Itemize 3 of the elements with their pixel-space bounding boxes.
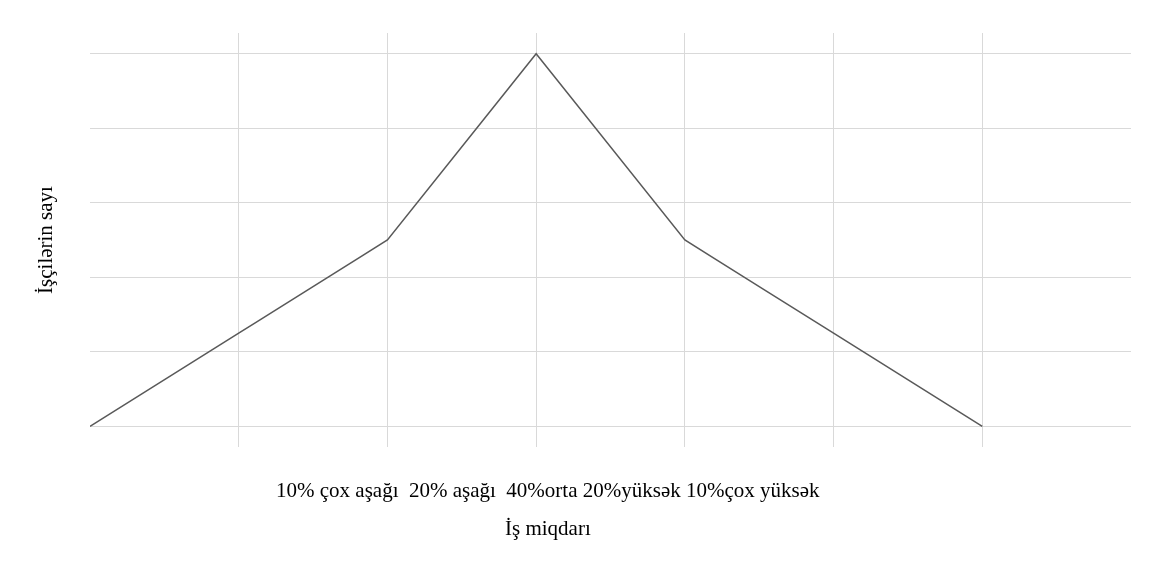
y-axis-title: İşçilərin sayı [33, 185, 58, 294]
text: 10% çox aşağı 20% aşağı 40%orta 20%yüksək 10%çox yüksək [276, 478, 821, 502]
x-axis-title: İş miqdarı [505, 516, 591, 540]
